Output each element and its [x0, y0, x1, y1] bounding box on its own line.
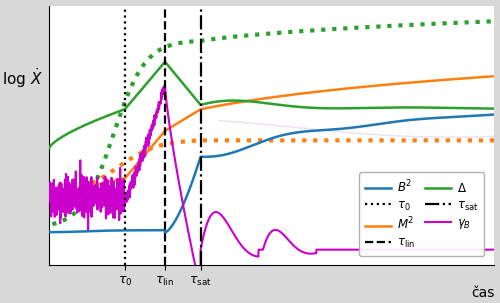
Text: čas: čas: [471, 285, 494, 300]
Y-axis label: log $\dot{X}$: log $\dot{X}$: [2, 66, 43, 90]
Legend: $B^2$, $\tau_0$, $M^2$, $\tau_\mathrm{lin}$, $\Delta$, $\tau_\mathrm{sat}$, $\ga: $B^2$, $\tau_0$, $M^2$, $\tau_\mathrm{li…: [360, 172, 484, 256]
